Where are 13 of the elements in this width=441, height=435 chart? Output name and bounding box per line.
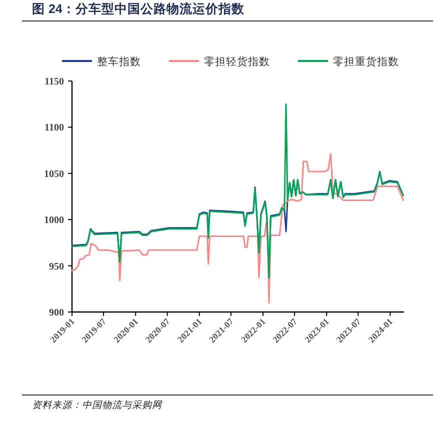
y-tick-label: 1100 — [44, 122, 64, 134]
y-tick-label: 1000 — [44, 215, 64, 226]
legend-label: 整车指数 — [97, 55, 141, 68]
y-tick-label: 950 — [49, 261, 64, 272]
chart-title: 图 24：分车型中国公路物流运价指数 — [32, 1, 246, 16]
text: 资料来源：中国物流与采购网 — [32, 399, 163, 411]
y-tick-label: 900 — [49, 308, 64, 318]
line-series — [71, 153, 404, 304]
y-tick-label: 1150 — [44, 76, 64, 88]
legend-label: 零担重货指数 — [333, 55, 399, 68]
legend-label: 零担轻货指数 — [204, 56, 270, 68]
y-tick-label: 1050 — [44, 168, 64, 180]
line-series — [71, 103, 404, 279]
